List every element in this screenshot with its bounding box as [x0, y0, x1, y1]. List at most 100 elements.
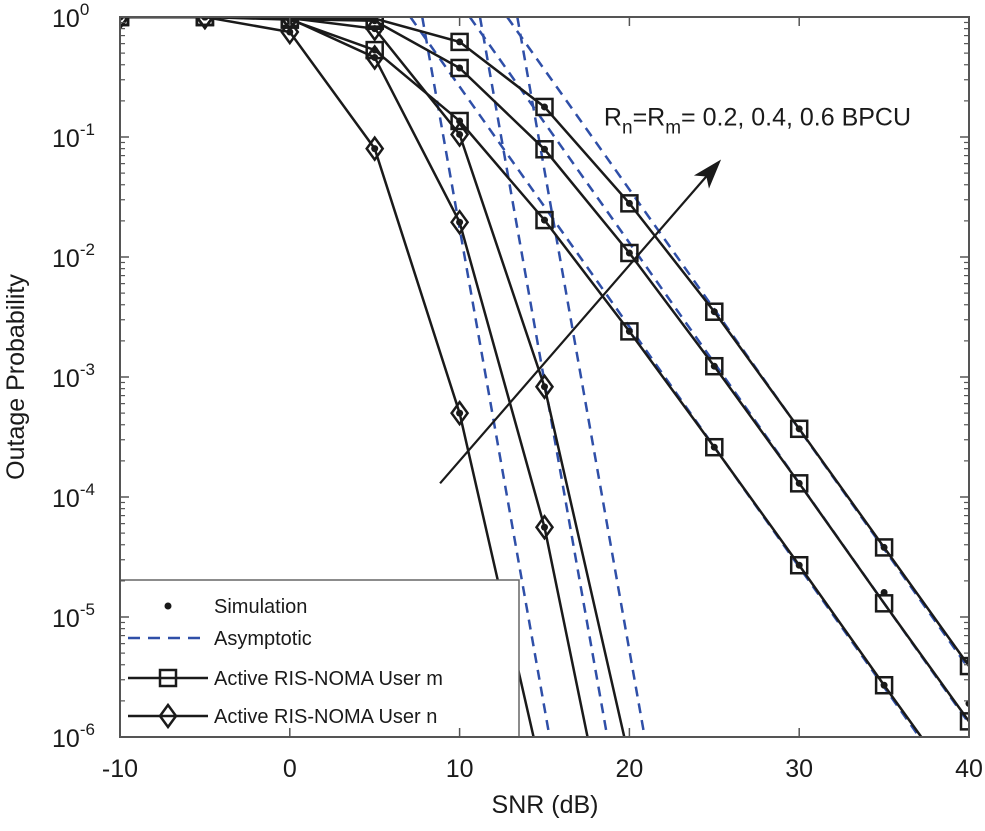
y-tick-label: 100	[52, 0, 89, 33]
y-tick-base: 10	[52, 605, 80, 633]
square-marker	[535, 210, 554, 230]
x-tick-label: 30	[785, 755, 813, 783]
y-tick-exponent: -5	[80, 600, 95, 619]
square-marker	[450, 58, 469, 78]
diamond-marker	[280, 17, 300, 32]
diamond-marker	[450, 209, 470, 236]
simulation-point	[541, 103, 548, 111]
x-tick-label: 20	[615, 755, 643, 783]
square-marker	[705, 356, 724, 376]
simulation-point	[456, 130, 464, 138]
simulation-point	[625, 199, 633, 207]
simulation-point	[456, 218, 464, 226]
legend-label: Asymptotic	[214, 628, 312, 650]
x-axis-label: SNR (dB)	[492, 791, 599, 819]
simulation-point	[625, 327, 633, 335]
y-tick-label: 10-1	[52, 120, 95, 153]
y-tick-base: 10	[52, 245, 80, 273]
asymptotic-line	[421, 17, 551, 737]
simulation-point	[880, 543, 888, 551]
square-marker	[620, 243, 639, 263]
x-tick-label: 40	[955, 755, 983, 783]
y-tick-label: 10-3	[52, 360, 95, 393]
annotation-subscript: n	[622, 117, 633, 138]
legend-entry: Simulation	[164, 596, 307, 618]
y-tick-base: 10	[52, 125, 80, 153]
y-tick-label: 10-4	[52, 480, 95, 513]
rate-annotation: Rn=Rm= 0.2, 0.4, 0.6 BPCU	[604, 103, 911, 138]
simulation-point	[456, 38, 464, 46]
y-tick-label: 10-5	[52, 600, 95, 633]
y-tick-exponent: -4	[80, 480, 95, 499]
square-marker	[535, 97, 554, 117]
simulation-point	[795, 425, 803, 433]
arrow-head-icon	[693, 159, 722, 189]
annotation-arrow-shaft	[439, 171, 711, 485]
simulation-point	[710, 362, 718, 370]
square-marker	[789, 419, 809, 439]
square-marker	[959, 712, 969, 731]
annotation-text: R	[604, 103, 622, 131]
simulation-point	[456, 409, 464, 417]
diamond-marker	[534, 373, 555, 400]
simulation-point	[710, 308, 718, 316]
square-marker	[450, 32, 469, 52]
y-tick-exponent: -2	[80, 240, 95, 259]
square-marker	[450, 111, 469, 131]
square-marker	[789, 555, 809, 575]
simulation-point	[371, 53, 379, 61]
square-marker	[789, 474, 809, 493]
annotation-subscript: m	[665, 117, 681, 138]
legend: Simulation Asymptotic Active RIS-NOMA User…	[119, 579, 520, 738]
legend-label: Active RIS-NOMA User m	[214, 668, 443, 690]
legend-entry: Active RIS-NOMA User n	[128, 702, 437, 730]
y-tick-exponent: -6	[80, 720, 95, 739]
simulation-point	[625, 249, 633, 257]
diamond-marker	[365, 17, 385, 42]
y-tick-base: 10	[52, 725, 80, 753]
diamond-marker	[365, 44, 385, 71]
annotation-text: = 0.2, 0.4, 0.6 BPCU	[681, 103, 911, 131]
simulation-point	[286, 28, 294, 36]
square-marker	[874, 538, 894, 557]
asymptotic-line	[516, 17, 646, 737]
square-marker	[959, 656, 969, 676]
y-axis-label: Outage Probability	[2, 274, 30, 480]
square-marker	[620, 194, 639, 213]
y-tick-exponent: -3	[80, 360, 95, 379]
legend-entry: Active RIS-NOMA User m	[128, 668, 443, 690]
simulation-point	[456, 64, 464, 72]
y-tick-base: 10	[52, 5, 80, 33]
simulation-point	[541, 216, 548, 224]
simulation-point	[371, 145, 379, 153]
square-marker	[195, 17, 215, 27]
simulation-point	[164, 602, 172, 610]
y-tick-label: 10-2	[52, 240, 95, 273]
simulation-point	[371, 25, 379, 33]
diamond-marker	[450, 399, 470, 427]
simulation-point	[880, 681, 888, 689]
square-marker	[535, 140, 554, 159]
annotation-group: Rn=Rm= 0.2, 0.4, 0.6 BPCU	[439, 103, 911, 485]
simulation-point	[541, 145, 548, 153]
y-tick-exponent: -1	[80, 120, 95, 139]
x-tick-label: 10	[446, 755, 474, 783]
square-marker	[705, 437, 724, 457]
simulation-point	[456, 117, 464, 125]
simulation-point	[795, 479, 803, 487]
simulation-point	[710, 443, 718, 451]
square-marker	[705, 302, 724, 321]
diamond-marker	[450, 121, 470, 148]
square-marker	[158, 668, 178, 688]
annotation-text: =R	[633, 103, 666, 131]
legend-label: Active RIS-NOMA User n	[214, 706, 437, 728]
diamond-marker	[280, 18, 300, 46]
y-tick-base: 10	[52, 485, 80, 513]
y-tick-base: 10	[52, 365, 80, 393]
y-tick-exponent: 0	[80, 0, 89, 19]
diamond-marker	[158, 702, 178, 730]
y-tick-label: 10-6	[52, 720, 95, 753]
legend-box	[119, 579, 520, 738]
